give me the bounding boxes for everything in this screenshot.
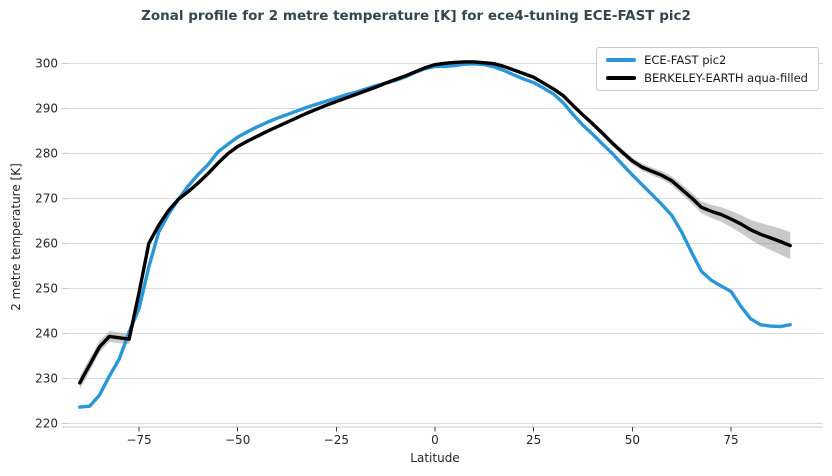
y-tick-label: 300 [35, 57, 58, 71]
chart-title: Zonal profile for 2 metre temperature [K… [141, 8, 691, 24]
y-axis-label: 2 metre temperature [K] [9, 163, 23, 311]
x-tick-label: 25 [526, 433, 541, 447]
legend-label-ece-fast: ECE-FAST pic2 [644, 53, 727, 67]
y-tick-label: 250 [35, 282, 58, 296]
y-tick-label: 240 [35, 327, 58, 341]
legend-label-berkeley-earth: BERKELEY-EARTH aqua-filled [644, 71, 808, 85]
y-tick-label: 270 [35, 192, 58, 206]
x-tick-label: 75 [723, 433, 738, 447]
legend-swatch-ece-fast-icon [606, 58, 637, 62]
legend: ECE-FAST pic2 BERKELEY-EARTH aqua-filled [596, 47, 819, 91]
y-tick-label: 220 [35, 417, 58, 431]
x-tick-label: 0 [431, 433, 439, 447]
series-line-ece-fast [78, 62, 792, 409]
legend-item-berkeley-earth: BERKELEY-EARTH aqua-filled [606, 71, 808, 85]
legend-item-ece-fast: ECE-FAST pic2 [606, 53, 808, 67]
y-tick-label: 230 [35, 372, 58, 386]
x-tick-label: 50 [625, 433, 640, 447]
y-tick-label: 260 [35, 237, 58, 251]
y-tick-label: 280 [35, 147, 58, 161]
uncertainty-band [79, 60, 791, 390]
y-tick-label: 290 [35, 102, 58, 116]
x-tick-label: −75 [126, 433, 151, 447]
x-axis-label: Latitude [410, 451, 460, 465]
series-line-berkeley-earth [78, 60, 792, 385]
x-tick-label: −50 [225, 433, 250, 447]
x-tick-label: −25 [324, 433, 349, 447]
legend-swatch-berkeley-earth-icon [606, 76, 637, 80]
